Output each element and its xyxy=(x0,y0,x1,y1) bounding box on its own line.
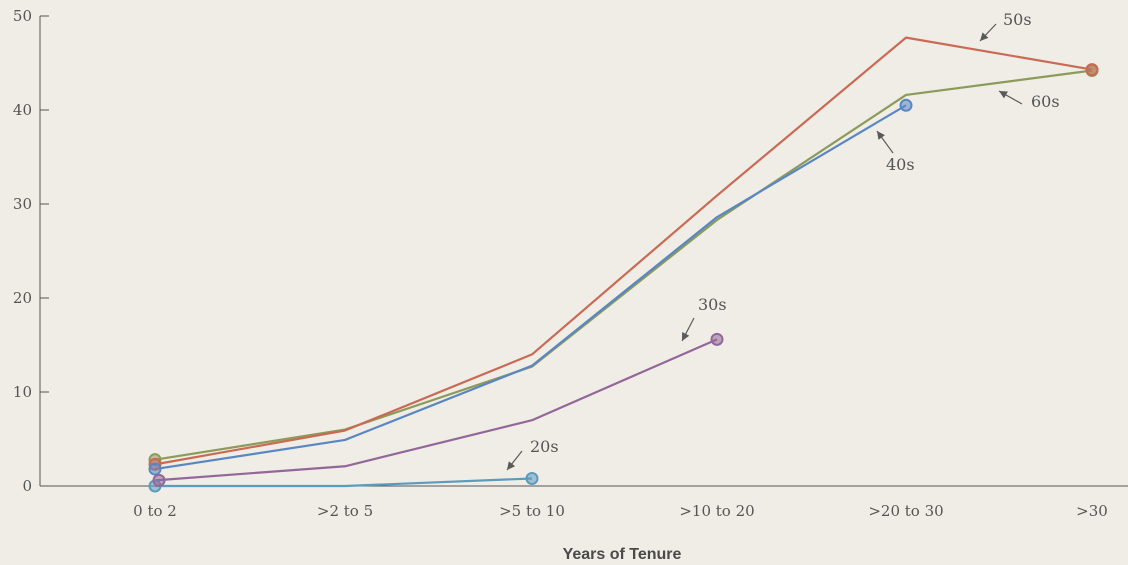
data-point-40s xyxy=(899,98,913,112)
annotation-arrowhead xyxy=(682,332,690,341)
y-tick-label: 30 xyxy=(13,195,32,213)
x-tick-label: 0 to 2 xyxy=(133,502,177,520)
x-tick-label: >30 xyxy=(1076,502,1108,520)
y-tick-label: 20 xyxy=(13,289,32,307)
series-line-50s xyxy=(154,36,1093,466)
annotation-arrowhead xyxy=(999,91,1008,99)
y-tick-label: 10 xyxy=(13,383,32,401)
series-label-40s: 40s xyxy=(886,155,915,174)
x-axis-label: Years of Tenure xyxy=(563,546,682,563)
series-line-20s xyxy=(155,477,533,488)
data-point-30s xyxy=(710,332,724,346)
data-point-30s xyxy=(152,473,166,487)
series-line-30s xyxy=(154,338,718,482)
data-point-50s xyxy=(1085,63,1099,77)
series-label-30s: 30s xyxy=(698,295,727,314)
series-label-50s: 50s xyxy=(1003,10,1032,29)
series-label-60s: 60s xyxy=(1031,92,1060,111)
annotation-arrowhead xyxy=(507,461,516,470)
series-label-20s: 20s xyxy=(530,437,559,456)
x-tick-label: >5 to 10 xyxy=(499,502,565,520)
x-ticks: 0 to 2 >2 to 5 >5 to 10 >10 to 20 >20 to 30 >… xyxy=(133,502,1108,520)
y-tick-label: 40 xyxy=(13,101,32,119)
series-line-60s xyxy=(154,69,1093,461)
series-line-40s xyxy=(154,104,907,471)
y-tick-label: 50 xyxy=(13,7,32,25)
data-point-20s xyxy=(525,471,539,485)
x-tick-label: >20 to 30 xyxy=(868,502,943,520)
annotation-arrowhead xyxy=(980,32,989,41)
data-point-40s xyxy=(148,462,162,476)
y-ticks: 0 10 20 30 40 50 xyxy=(13,7,49,495)
annotations: 20s 30s 40s 50s 60s xyxy=(506,10,1060,471)
x-tick-label: >10 to 20 xyxy=(679,502,754,520)
x-tick-label: >2 to 5 xyxy=(317,502,373,520)
series-points xyxy=(148,63,1099,493)
annotation-arrowhead xyxy=(877,131,885,140)
series-lines xyxy=(154,36,1093,488)
y-tick-label: 0 xyxy=(22,477,32,495)
